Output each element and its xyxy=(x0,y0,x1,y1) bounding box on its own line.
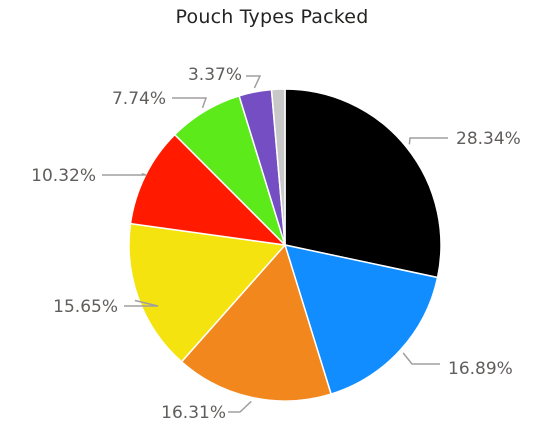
data-label-2: 16.31% xyxy=(161,403,226,423)
chart-title: Pouch Types Packed xyxy=(175,6,369,28)
pie-slice-2[interactable] xyxy=(180,243,332,402)
pie-slice-7[interactable] xyxy=(270,88,286,246)
leader-line-5 xyxy=(172,97,208,109)
leader-line-6 xyxy=(246,75,262,89)
data-label-1: 16.89% xyxy=(448,359,513,379)
leader-line-0 xyxy=(408,137,448,145)
leader-line-4 xyxy=(102,172,147,176)
pie-slice-1[interactable] xyxy=(283,244,439,395)
leader-line-1 xyxy=(402,352,440,365)
pie-slice-3[interactable] xyxy=(128,222,287,363)
data-label-5: 7.74% xyxy=(112,89,166,109)
leader-line-2 xyxy=(228,400,252,413)
data-label-4: 10.32% xyxy=(31,166,96,186)
data-label-0: 28.34% xyxy=(456,129,521,149)
data-label-3: 15.65% xyxy=(53,297,118,317)
data-label-6: 3.37% xyxy=(188,65,242,85)
pie-slice-0[interactable] xyxy=(284,88,442,279)
leader-line-3 xyxy=(124,299,159,307)
